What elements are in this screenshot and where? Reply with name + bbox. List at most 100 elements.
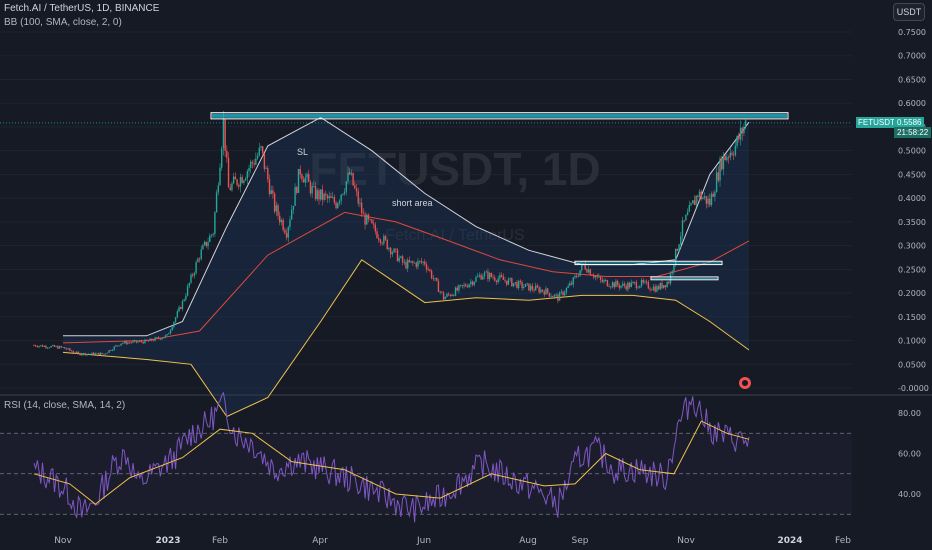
candle-body (79, 353, 81, 356)
candle-body (195, 262, 197, 273)
candle-body (359, 202, 361, 204)
rsi-indicator-label[interactable]: RSI (14, close, SMA, 14, 2) (4, 400, 126, 411)
candle-body (553, 294, 556, 297)
candle-body (393, 248, 395, 253)
candle-body (81, 354, 83, 356)
candle-body (492, 276, 494, 278)
candle-body (511, 278, 513, 287)
rsi-axis-tick: 80.00 (898, 409, 921, 418)
candle-body (459, 285, 462, 286)
candle-body (343, 191, 346, 194)
time-axis-tick: Aug (519, 536, 537, 546)
candle-body (632, 282, 634, 283)
candle-body (200, 249, 202, 259)
candle-body (38, 346, 40, 347)
candle-body (434, 277, 436, 279)
candle-body (719, 158, 721, 181)
candle-body (512, 283, 515, 287)
price-axis-tick: 0.7000 (898, 52, 926, 61)
candle-body (721, 158, 723, 170)
candle-body (34, 345, 37, 347)
sl-label: SL (297, 147, 308, 157)
candle-body (364, 214, 366, 225)
candle-body (536, 285, 539, 288)
candle-body (709, 198, 711, 205)
candle-body (604, 280, 607, 281)
candle-body (209, 235, 211, 243)
candle-body (229, 187, 231, 191)
candle-body (62, 347, 64, 348)
candle-body (111, 349, 114, 351)
candle-body (727, 157, 730, 158)
rsi-axis-tick: 60.00 (898, 450, 921, 459)
candle-body (458, 285, 460, 291)
candle-body (560, 291, 563, 293)
candle-body (186, 286, 189, 296)
candle-body (418, 260, 421, 262)
candle-body (46, 347, 49, 349)
candle-body (306, 174, 308, 178)
candle-body (379, 239, 382, 243)
candle-body (627, 282, 629, 290)
candle-body (521, 282, 523, 288)
candle-body (174, 317, 177, 322)
candle-body (156, 337, 158, 339)
candle-body (736, 136, 738, 146)
candle-body (712, 193, 714, 197)
candle-body (499, 275, 501, 279)
candle-body (634, 282, 636, 283)
candle-body (506, 280, 508, 285)
candle-body (478, 275, 481, 277)
candle-body (55, 346, 57, 348)
candle-body (178, 307, 180, 312)
candle-body (289, 219, 291, 227)
price-axis-tick: 0.3000 (898, 242, 926, 251)
bb-indicator-label[interactable]: BB (100, SMA, close, 2, 0) (4, 17, 122, 28)
candle-body (615, 280, 617, 288)
candle-body (132, 341, 134, 343)
candle-body (671, 271, 673, 274)
candle-body (139, 340, 141, 342)
candle-body (36, 346, 39, 348)
candle-body (135, 340, 138, 343)
candle-body (594, 276, 597, 278)
candle-body (567, 285, 569, 288)
candle-body (398, 257, 400, 262)
candle-body (391, 252, 394, 255)
candle-body (618, 285, 621, 288)
candle-body (705, 196, 708, 204)
candle-body (415, 262, 417, 267)
currency-button[interactable]: USDT (893, 3, 925, 21)
candle-body (584, 263, 586, 270)
candle-body (447, 293, 450, 295)
candle-body (509, 278, 511, 280)
price-axis-tick: 0.4500 (898, 170, 926, 179)
candle-body (246, 171, 249, 179)
candle-body (93, 352, 95, 355)
candle-body (371, 219, 373, 224)
candle-body (674, 248, 677, 265)
candle-body (280, 219, 283, 223)
candle-body (52, 345, 54, 347)
bar-countdown: 21:58:22 (894, 127, 932, 138)
candle-body (589, 269, 592, 275)
candle-body (596, 276, 598, 278)
candle-body (586, 269, 588, 273)
candle-body (412, 261, 414, 263)
candle-body (408, 259, 411, 263)
candle-body (331, 197, 334, 198)
candle-body (656, 286, 658, 292)
candle-body (533, 289, 535, 291)
candle-body (395, 248, 397, 250)
candle-body (297, 168, 300, 193)
candle-body (514, 282, 516, 284)
candle-body (210, 234, 213, 236)
time-axis-tick: Jun (416, 536, 431, 546)
candle-body (321, 189, 324, 200)
candle-body (360, 202, 363, 214)
candle-body (564, 292, 566, 296)
watermark-name: Fetch.AI / TetherUS (385, 227, 524, 244)
candle-body (569, 283, 571, 286)
